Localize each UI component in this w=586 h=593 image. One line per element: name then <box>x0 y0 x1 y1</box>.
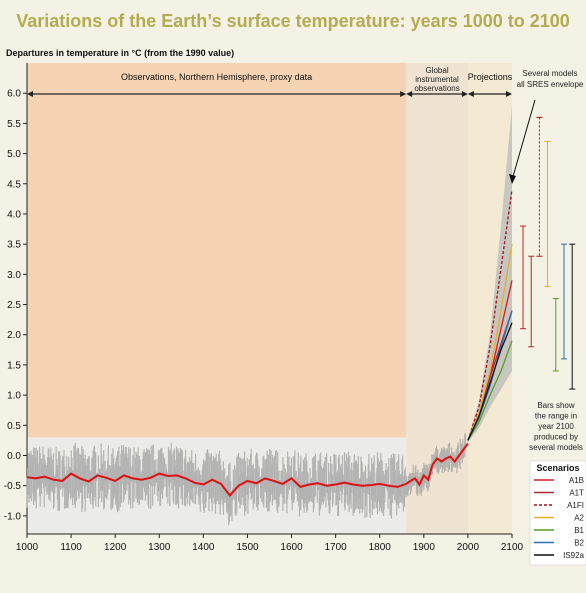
x-tick-label: 2000 <box>457 542 480 553</box>
legend-label-a2: A2 <box>574 514 584 523</box>
y-tick-label: -1.0 <box>4 511 22 522</box>
legend-label-a1b: A1B <box>569 476 584 485</box>
x-tick-label: 1900 <box>413 542 436 553</box>
y-tick-label: 5.0 <box>7 149 21 160</box>
legend-box <box>529 460 586 566</box>
y-tick-label: 0.0 <box>7 451 21 462</box>
y-axis-label: Departures in temperature in °C (from th… <box>6 48 234 58</box>
projection-envelope <box>467 105 512 443</box>
envelope-arrow-head <box>509 174 516 184</box>
y-tick-label: 3.5 <box>7 240 21 251</box>
y-tick-label: 2.0 <box>7 330 21 341</box>
projections-span-arrow-right <box>506 91 512 97</box>
legend-label-b2: B2 <box>574 539 584 548</box>
instrumental-span-arrow-left <box>406 91 413 97</box>
series-line-b1 <box>467 340 513 441</box>
legend-label-a1fi: A1FI <box>567 501 584 510</box>
bars-note: the range in <box>535 412 577 421</box>
instrumental-label: observations <box>414 84 459 93</box>
legend-title: Scenarios <box>536 463 579 473</box>
x-tick-label: 1700 <box>325 542 348 553</box>
series-line-is92a <box>467 322 513 441</box>
legend-label-b1: B1 <box>574 526 584 535</box>
x-tick-label: 1600 <box>280 542 303 553</box>
y-tick-label: 1.5 <box>7 360 21 371</box>
x-tick-label: 1300 <box>148 542 171 553</box>
projections-span-arrow-left <box>467 91 474 97</box>
x-tick-label: 1100 <box>60 542 82 553</box>
y-tick-label: 3.0 <box>7 270 21 281</box>
bars-note: Bars show <box>537 401 575 410</box>
observations-span-arrow-right <box>400 91 407 97</box>
bars-note: several models <box>529 443 583 452</box>
x-tick-label: 1400 <box>192 542 215 553</box>
y-tick-label: 6.0 <box>7 89 21 100</box>
y-tick-label: 2.5 <box>7 300 21 311</box>
instrumental-label: instrumental <box>415 75 459 84</box>
x-tick-label: 2100 <box>501 542 524 553</box>
legend-label-is92a: IS92a <box>563 551 584 560</box>
chart-title: Variations of the Earth’s surface temper… <box>16 11 570 31</box>
y-tick-label: 0.5 <box>7 421 21 432</box>
x-tick-label: 1800 <box>369 542 392 553</box>
envelope-arrow-line <box>511 99 536 181</box>
y-tick-label: -0.5 <box>4 481 22 492</box>
bars-note: produced by <box>534 433 578 442</box>
observations-span-arrow-left <box>27 91 33 97</box>
y-tick-label: 4.5 <box>7 179 21 190</box>
x-tick-label: 1500 <box>236 542 259 553</box>
y-tick-label: 1.0 <box>7 391 21 402</box>
observations-band <box>27 63 407 438</box>
x-tick-label: 1200 <box>104 542 127 553</box>
envelope-note: Several models <box>522 69 577 78</box>
instrumental-label: Global <box>425 66 448 75</box>
series-line-a2 <box>467 244 513 441</box>
plot-area: 6.0 5.5 5.0 4.5 4.0 3.5 3.0 2.5 2.0 1.5 1.0 0.5 0.0 -… <box>4 63 586 566</box>
observations-label: Observations, Northern Hemisphere, proxy… <box>121 72 312 82</box>
y-tick-label: 5.5 <box>7 119 21 130</box>
bars-note: year 2100 <box>538 422 574 431</box>
envelope-note: all SRES envelope <box>517 80 584 89</box>
instrumental-span-arrow-right <box>461 91 468 97</box>
legend-label-a1t: A1T <box>569 489 584 498</box>
x-tick-label: 1000 <box>16 542 39 553</box>
y-tick-label: 4.0 <box>7 209 21 220</box>
projections-label: Projections <box>468 72 513 82</box>
observed-smoothed-line <box>26 442 469 497</box>
series-line-a1fi <box>467 189 513 441</box>
